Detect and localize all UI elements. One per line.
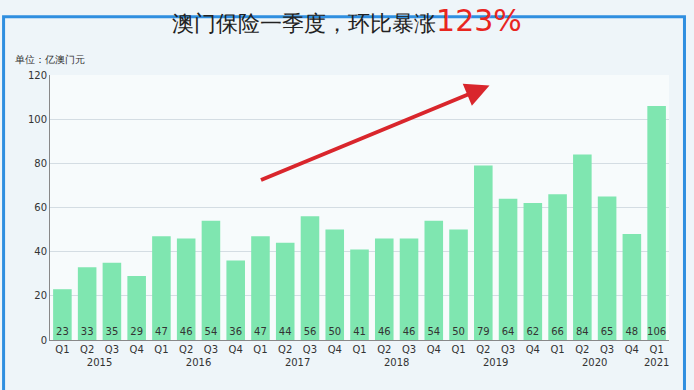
svg-text:48: 48 [625, 326, 638, 337]
svg-text:Q3: Q3 [402, 344, 416, 355]
svg-text:33: 33 [81, 326, 94, 337]
svg-text:Q4: Q4 [229, 344, 243, 355]
svg-text:64: 64 [502, 326, 515, 337]
svg-text:0: 0 [41, 335, 47, 346]
svg-text:47: 47 [155, 326, 168, 337]
svg-text:54: 54 [427, 326, 440, 337]
svg-text:2018: 2018 [384, 357, 409, 368]
svg-text:46: 46 [403, 326, 416, 337]
svg-text:46: 46 [180, 326, 193, 337]
svg-text:Q3: Q3 [303, 344, 317, 355]
svg-text:Q4: Q4 [427, 344, 441, 355]
svg-text:44: 44 [279, 326, 292, 337]
svg-text:66: 66 [551, 326, 564, 337]
svg-text:Q1: Q1 [451, 344, 465, 355]
svg-text:80: 80 [34, 158, 47, 169]
svg-text:23: 23 [56, 326, 69, 337]
svg-text:Q1: Q1 [550, 344, 564, 355]
svg-text:Q2: Q2 [179, 344, 193, 355]
svg-text:Q2: Q2 [575, 344, 589, 355]
svg-text:Q4: Q4 [526, 344, 540, 355]
svg-text:Q2: Q2 [476, 344, 490, 355]
svg-text:Q3: Q3 [204, 344, 218, 355]
svg-text:Q1: Q1 [352, 344, 366, 355]
svg-text:100: 100 [28, 114, 47, 125]
svg-text:35: 35 [106, 326, 119, 337]
svg-text:Q1: Q1 [55, 344, 69, 355]
svg-text:Q2: Q2 [80, 344, 94, 355]
svg-text:40: 40 [34, 246, 47, 257]
svg-text:41: 41 [353, 326, 366, 337]
svg-text:46: 46 [378, 326, 391, 337]
svg-text:Q4: Q4 [328, 344, 342, 355]
svg-text:2021: 2021 [644, 357, 669, 368]
svg-text:2016: 2016 [186, 357, 211, 368]
svg-text:Q4: Q4 [130, 344, 144, 355]
svg-text:54: 54 [205, 326, 218, 337]
svg-text:2015: 2015 [87, 357, 112, 368]
svg-text:65: 65 [601, 326, 614, 337]
svg-text:50: 50 [328, 326, 341, 337]
svg-text:120: 120 [28, 70, 47, 81]
svg-text:Q2: Q2 [278, 344, 292, 355]
svg-text:56: 56 [304, 326, 317, 337]
svg-text:106: 106 [647, 326, 666, 337]
svg-text:2017: 2017 [285, 357, 310, 368]
svg-text:47: 47 [254, 326, 267, 337]
svg-text:62: 62 [526, 326, 539, 337]
svg-text:单位：亿澳门元: 单位：亿澳门元 [15, 54, 85, 65]
svg-text:Q1: Q1 [650, 344, 664, 355]
svg-text:36: 36 [229, 326, 242, 337]
svg-text:29: 29 [130, 326, 143, 337]
svg-text:2019: 2019 [483, 357, 508, 368]
svg-text:Q2: Q2 [377, 344, 391, 355]
svg-text:Q1: Q1 [253, 344, 267, 355]
svg-text:2020: 2020 [582, 357, 607, 368]
svg-text:Q1: Q1 [154, 344, 168, 355]
svg-text:60: 60 [34, 202, 47, 213]
svg-text:Q4: Q4 [625, 344, 639, 355]
svg-text:50: 50 [452, 326, 465, 337]
svg-text:20: 20 [34, 290, 47, 301]
svg-text:Q3: Q3 [105, 344, 119, 355]
svg-text:澳门保险一季度，环比暴涨123%: 澳门保险一季度，环比暴涨123% [172, 3, 522, 38]
svg-text:Q3: Q3 [501, 344, 515, 355]
svg-text:84: 84 [576, 326, 589, 337]
svg-text:79: 79 [477, 326, 490, 337]
svg-text:Q3: Q3 [600, 344, 614, 355]
